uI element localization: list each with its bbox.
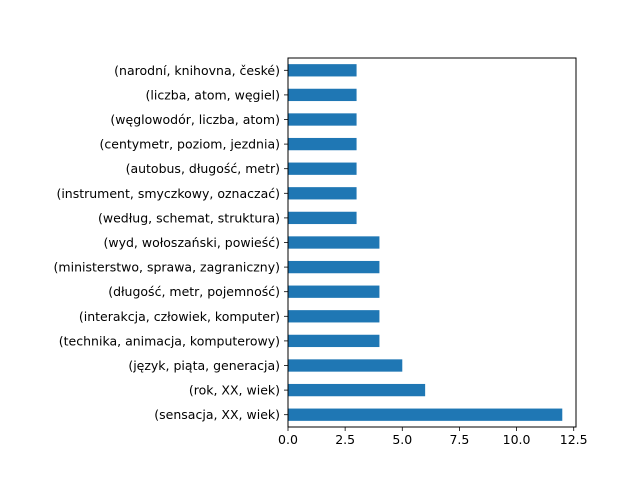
bar xyxy=(288,383,426,397)
y-tick-label: (węglowodór, liczba, atom) xyxy=(110,112,280,127)
x-tick-label: 12.5 xyxy=(560,432,588,447)
bars-layer xyxy=(288,64,563,421)
bar xyxy=(288,88,357,102)
bar xyxy=(288,408,563,421)
x-tick-label: 5.0 xyxy=(392,432,412,447)
x-tick-label: 7.5 xyxy=(449,432,469,447)
y-tick-label: (autobus, długość, metr) xyxy=(126,161,280,176)
y-tick-label: (narodní, knihovna, české) xyxy=(114,63,280,78)
bar xyxy=(288,359,403,372)
y-tick-label: (wyd, wołoszański, powieść) xyxy=(103,235,280,250)
bar xyxy=(288,236,380,249)
y-tick-label: (sensacja, XX, wiek) xyxy=(154,407,280,422)
y-tick-label: (ministerstwo, sprawa, zagraniczny) xyxy=(54,260,280,275)
y-tick-label: (język, piąta, generacja) xyxy=(128,358,280,373)
x-axis-ticks: 0.0 2.5 5.0 7.5 10.0 12.5 xyxy=(278,427,588,447)
y-axis-ticks: (narodní, knihovna, české) (liczba, atom,… xyxy=(54,63,288,422)
y-tick-label: (interakcja, człowiek, komputer) xyxy=(79,309,280,324)
bar xyxy=(288,285,380,298)
y-tick-label: (długość, metr, pojemność) xyxy=(108,284,280,299)
y-tick-label: (liczba, atom, węgiel) xyxy=(146,87,281,102)
y-tick-label: (technika, animacja, komputerowy) xyxy=(59,333,280,348)
x-tick-label: 2.5 xyxy=(335,432,355,447)
y-tick-label: (rok, XX, wiek) xyxy=(189,383,280,398)
bar xyxy=(288,187,357,200)
bar xyxy=(288,64,357,77)
bar xyxy=(288,162,357,175)
bar xyxy=(288,260,380,274)
bar xyxy=(288,334,380,348)
x-tick-label: 0.0 xyxy=(278,432,298,447)
bar xyxy=(288,310,380,323)
plot-frame xyxy=(287,57,577,428)
bar xyxy=(288,211,357,225)
y-tick-label: (według, schemat, struktura) xyxy=(98,210,280,225)
x-tick-label: 10.0 xyxy=(503,432,531,447)
bar xyxy=(288,113,357,126)
bar xyxy=(288,137,357,151)
y-tick-label: (instrument, smyczkowy, oznaczać) xyxy=(56,186,280,201)
y-tick-label: (centymetr, poziom, jezdnia) xyxy=(100,137,281,152)
